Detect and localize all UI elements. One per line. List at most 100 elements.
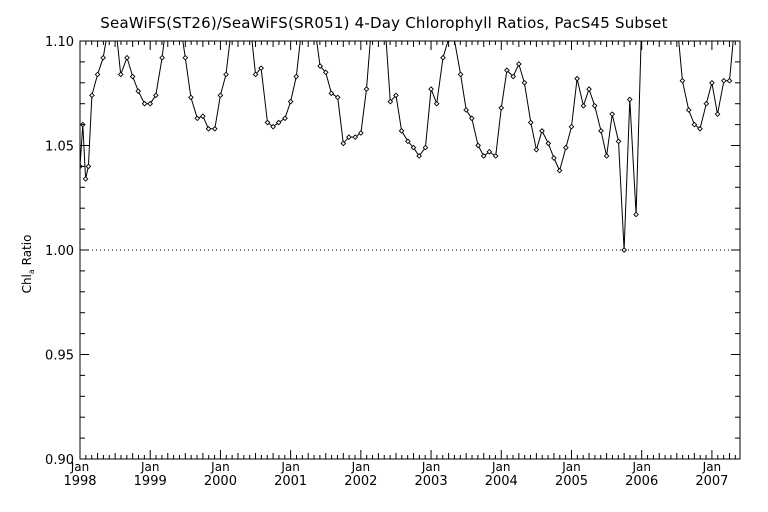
data-point bbox=[433, 100, 440, 107]
x-tick-label-year: 2001 bbox=[274, 474, 307, 489]
data-point bbox=[709, 79, 715, 86]
data-point bbox=[236, 1, 240, 5]
data-point bbox=[591, 102, 598, 109]
data-point bbox=[539, 128, 545, 134]
data-point bbox=[556, 167, 563, 174]
plot-frame bbox=[79, 40, 741, 460]
data-point bbox=[94, 71, 101, 78]
data-point bbox=[551, 155, 557, 161]
series-line bbox=[80, 41, 734, 251]
data-point bbox=[453, 41, 455, 42]
data-point bbox=[264, 119, 271, 126]
data-point bbox=[317, 63, 323, 69]
data-point bbox=[230, 18, 234, 22]
y-tick-label: 0.95 bbox=[45, 349, 74, 364]
data-point bbox=[287, 98, 294, 105]
data-point bbox=[166, 7, 170, 11]
data-point bbox=[340, 140, 347, 147]
data-point bbox=[352, 134, 359, 140]
data-point bbox=[440, 54, 446, 61]
data-point bbox=[382, 7, 386, 11]
x-tick-label-year: 2005 bbox=[555, 474, 588, 489]
data-point bbox=[447, 41, 450, 42]
data-point bbox=[498, 105, 505, 111]
data-point bbox=[515, 61, 522, 67]
data-point bbox=[322, 69, 329, 76]
data-point bbox=[205, 125, 212, 132]
data-point bbox=[371, 7, 375, 11]
data-point bbox=[270, 123, 276, 130]
data-point bbox=[463, 107, 470, 113]
data-point bbox=[416, 153, 422, 159]
x-tick-label-month: Jan bbox=[491, 460, 511, 474]
x-tick-label-year: 2003 bbox=[415, 474, 448, 489]
data-point bbox=[241, 1, 245, 5]
data-point bbox=[129, 73, 136, 80]
x-tick-label-month: Jan bbox=[702, 460, 722, 474]
data-point bbox=[100, 54, 107, 61]
data-point bbox=[200, 113, 206, 120]
data-point bbox=[300, 18, 304, 22]
data-point bbox=[223, 71, 229, 78]
x-tick-label-month: Jan bbox=[351, 460, 371, 474]
y-tick-label: 1.05 bbox=[45, 140, 74, 155]
data-point bbox=[398, 128, 405, 134]
data-point bbox=[117, 71, 124, 78]
data-point bbox=[621, 247, 627, 253]
data-point bbox=[275, 119, 282, 126]
data-point bbox=[691, 121, 698, 128]
data-point bbox=[393, 92, 399, 99]
data-point bbox=[182, 54, 189, 61]
x-tick-label-month: Jan bbox=[421, 460, 441, 474]
x-tick-label-year: 1998 bbox=[63, 474, 96, 489]
data-point bbox=[598, 128, 604, 134]
data-point bbox=[545, 140, 552, 147]
x-tick-label-year: 2004 bbox=[485, 474, 518, 489]
data-point bbox=[387, 98, 394, 105]
data-point bbox=[89, 92, 95, 99]
data-point bbox=[82, 176, 89, 182]
x-tick-label-month: Jan bbox=[631, 460, 651, 474]
data-point bbox=[510, 73, 517, 80]
data-point bbox=[633, 211, 639, 218]
data-point bbox=[258, 65, 264, 72]
data-point bbox=[568, 123, 575, 130]
data-point bbox=[468, 115, 475, 122]
data-point bbox=[135, 88, 142, 94]
x-tick-label-year: 2002 bbox=[344, 474, 377, 489]
data-point bbox=[703, 100, 710, 107]
x-tick-label-year: 2006 bbox=[625, 474, 658, 489]
data-point bbox=[736, 18, 740, 22]
data-point bbox=[328, 90, 335, 97]
data-point bbox=[159, 54, 165, 61]
data-point bbox=[188, 94, 194, 101]
data-point bbox=[178, 18, 182, 22]
y-tick-label: 0.90 bbox=[45, 453, 74, 468]
data-point bbox=[563, 144, 569, 151]
data-point bbox=[521, 79, 528, 86]
x-tick-label-year: 2000 bbox=[204, 474, 237, 489]
data-point bbox=[248, 18, 252, 22]
y-tick-label: 1.00 bbox=[45, 244, 74, 259]
data-point bbox=[428, 86, 434, 92]
x-tick-label-month: Jan bbox=[561, 460, 581, 474]
data-point bbox=[697, 125, 703, 132]
data-point bbox=[217, 92, 224, 99]
data-point bbox=[714, 111, 721, 117]
data-point bbox=[312, 18, 316, 22]
data-point bbox=[422, 144, 429, 151]
data-point bbox=[334, 94, 341, 101]
data-point bbox=[107, 18, 111, 22]
data-point bbox=[147, 100, 154, 107]
data-point bbox=[640, 18, 644, 22]
x-tick-label-month: Jan bbox=[210, 460, 230, 474]
data-point bbox=[363, 86, 370, 92]
data-point bbox=[492, 153, 499, 159]
data-point bbox=[685, 107, 692, 113]
data-point bbox=[733, 18, 737, 22]
data-point bbox=[603, 153, 610, 159]
data-point bbox=[152, 92, 159, 99]
data-point bbox=[504, 67, 510, 74]
data-point bbox=[475, 142, 481, 149]
